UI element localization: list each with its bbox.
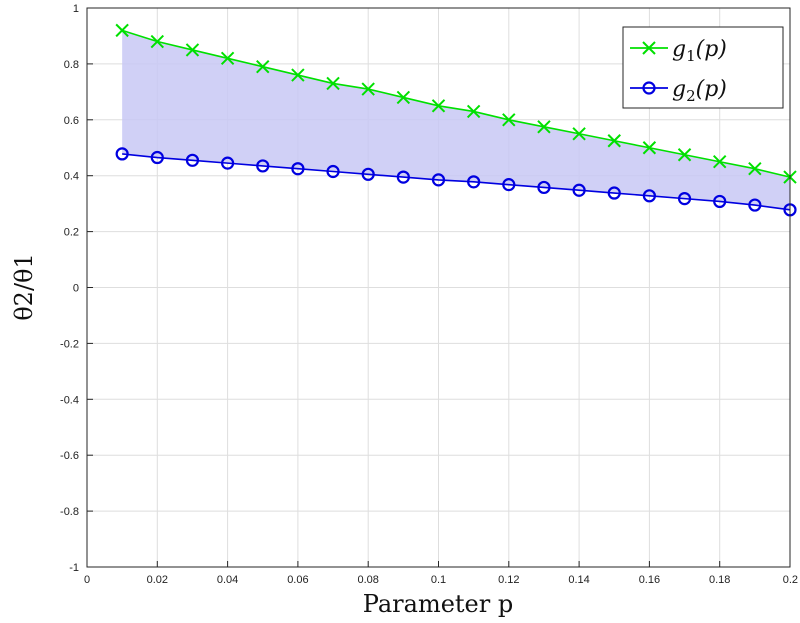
x-tick-label: 0.16 [639, 574, 660, 586]
series-1-point [607, 134, 621, 148]
series-2-point [115, 147, 129, 161]
x-tick-label: 0.04 [217, 574, 238, 586]
series-1-point [572, 127, 586, 141]
y-tick-label: 0.2 [64, 227, 79, 239]
series-1-point [185, 43, 200, 57]
series-1-point [466, 104, 481, 119]
x-tick-label: 0.02 [147, 574, 168, 586]
series-1-point [748, 162, 762, 176]
x-tick-label: 0 [84, 574, 90, 586]
series-1-point [220, 51, 235, 66]
legend: g1(p) g2(p) [622, 26, 784, 109]
series-1-point-stroke [712, 155, 727, 169]
series-1-point-stroke [431, 99, 446, 113]
y-tick-label: 0 [73, 283, 79, 295]
series-1-point-stroke [572, 127, 586, 141]
series-1-point-stroke [396, 90, 411, 105]
series-1-point-stroke [537, 120, 551, 134]
x-tick-label: 0.08 [357, 574, 378, 586]
series-2-point [537, 180, 551, 195]
series-layer [115, 23, 797, 217]
series-1-point [431, 99, 446, 113]
series-2-point [431, 173, 446, 187]
series-1-point [115, 23, 129, 38]
x-tick-label: 0.2 [783, 574, 798, 586]
series-1-point-stroke [361, 82, 375, 96]
x-tick-label: 0.06 [287, 574, 308, 586]
legend-swatch-marker [642, 81, 656, 95]
series-2-point [150, 150, 164, 165]
legend-label: g2(p) [672, 77, 727, 105]
y-axis-title: θ2/θ1 [10, 253, 38, 321]
series-2-point [221, 156, 235, 170]
series-2-point [642, 189, 657, 203]
series-2-point [256, 159, 270, 173]
series-1-point [326, 76, 340, 91]
series-1-point-stroke [220, 51, 235, 66]
series-2-point [713, 194, 727, 209]
series-2-point [326, 164, 340, 179]
series-2-point [677, 192, 692, 206]
y-tick-label: -0.2 [60, 338, 79, 350]
series-1-point [361, 82, 375, 96]
y-tick-label: 0.8 [64, 59, 79, 71]
series-2-point [361, 167, 375, 181]
series-1-point-stroke [607, 134, 621, 148]
series-1-point [502, 113, 516, 127]
series-2-point [467, 175, 481, 189]
series-1-point-stroke [185, 43, 200, 57]
series-1-point-stroke [150, 34, 165, 49]
series-1-point [677, 148, 692, 162]
x-axis-title: Parameter p [363, 590, 513, 618]
series-2-point [291, 162, 305, 176]
x-tick-label: 0.1 [431, 574, 446, 586]
series-2-point [607, 186, 621, 200]
series-1-point-stroke [502, 113, 516, 127]
series-1-point [150, 34, 165, 49]
legend-swatch-marker-stroke [642, 41, 656, 55]
y-tick-label: -0.6 [60, 450, 79, 462]
y-tick-label: -0.4 [60, 394, 79, 406]
y-tick-label: -0.8 [60, 506, 79, 518]
series-1-point [256, 59, 270, 74]
series-1-point-stroke [256, 59, 270, 74]
legend-label: g1(p) [672, 37, 727, 65]
legend-swatch-marker [642, 41, 656, 55]
series-1-point-stroke [677, 148, 692, 162]
y-axis: -1 -0.8 -0.6 -0.4 -0.2 0 0.2 0.4 0.6 0.8 1 [60, 3, 93, 574]
x-tick-label: 0.12 [498, 574, 519, 586]
y-tick-label: 0.6 [64, 115, 79, 127]
series-1-point-stroke [326, 76, 340, 91]
series-1-point-stroke [466, 104, 481, 119]
y-tick-label: 1 [73, 3, 79, 15]
series-1-point [712, 155, 727, 169]
series-1-point [642, 141, 657, 155]
series-1-point-stroke [642, 141, 657, 155]
x-tick-label: 0.18 [709, 574, 730, 586]
series-1-point-stroke [115, 23, 129, 38]
x-axis: 0 0.02 0.04 0.06 0.08 0.1 0.12 0.14 0.16 0.18 0.2 [84, 561, 798, 586]
series-2-point [396, 170, 410, 184]
series-2-point [748, 198, 762, 212]
y-tick-label: 0.4 [64, 171, 79, 183]
fill-area [122, 30, 790, 210]
x-tick-label: 0.14 [568, 574, 589, 586]
series-1-point-stroke [291, 68, 305, 82]
y-tick-label: -1 [69, 562, 79, 574]
series-2-point [502, 178, 516, 192]
series-2-point [185, 153, 200, 167]
series-2-point [572, 183, 586, 197]
series-1-point-stroke [748, 162, 762, 176]
series-1-line [121, 29, 791, 178]
series-1-point [396, 90, 411, 105]
series-1-point [537, 120, 551, 134]
fill-region [122, 30, 790, 210]
series-1-point [291, 68, 305, 82]
